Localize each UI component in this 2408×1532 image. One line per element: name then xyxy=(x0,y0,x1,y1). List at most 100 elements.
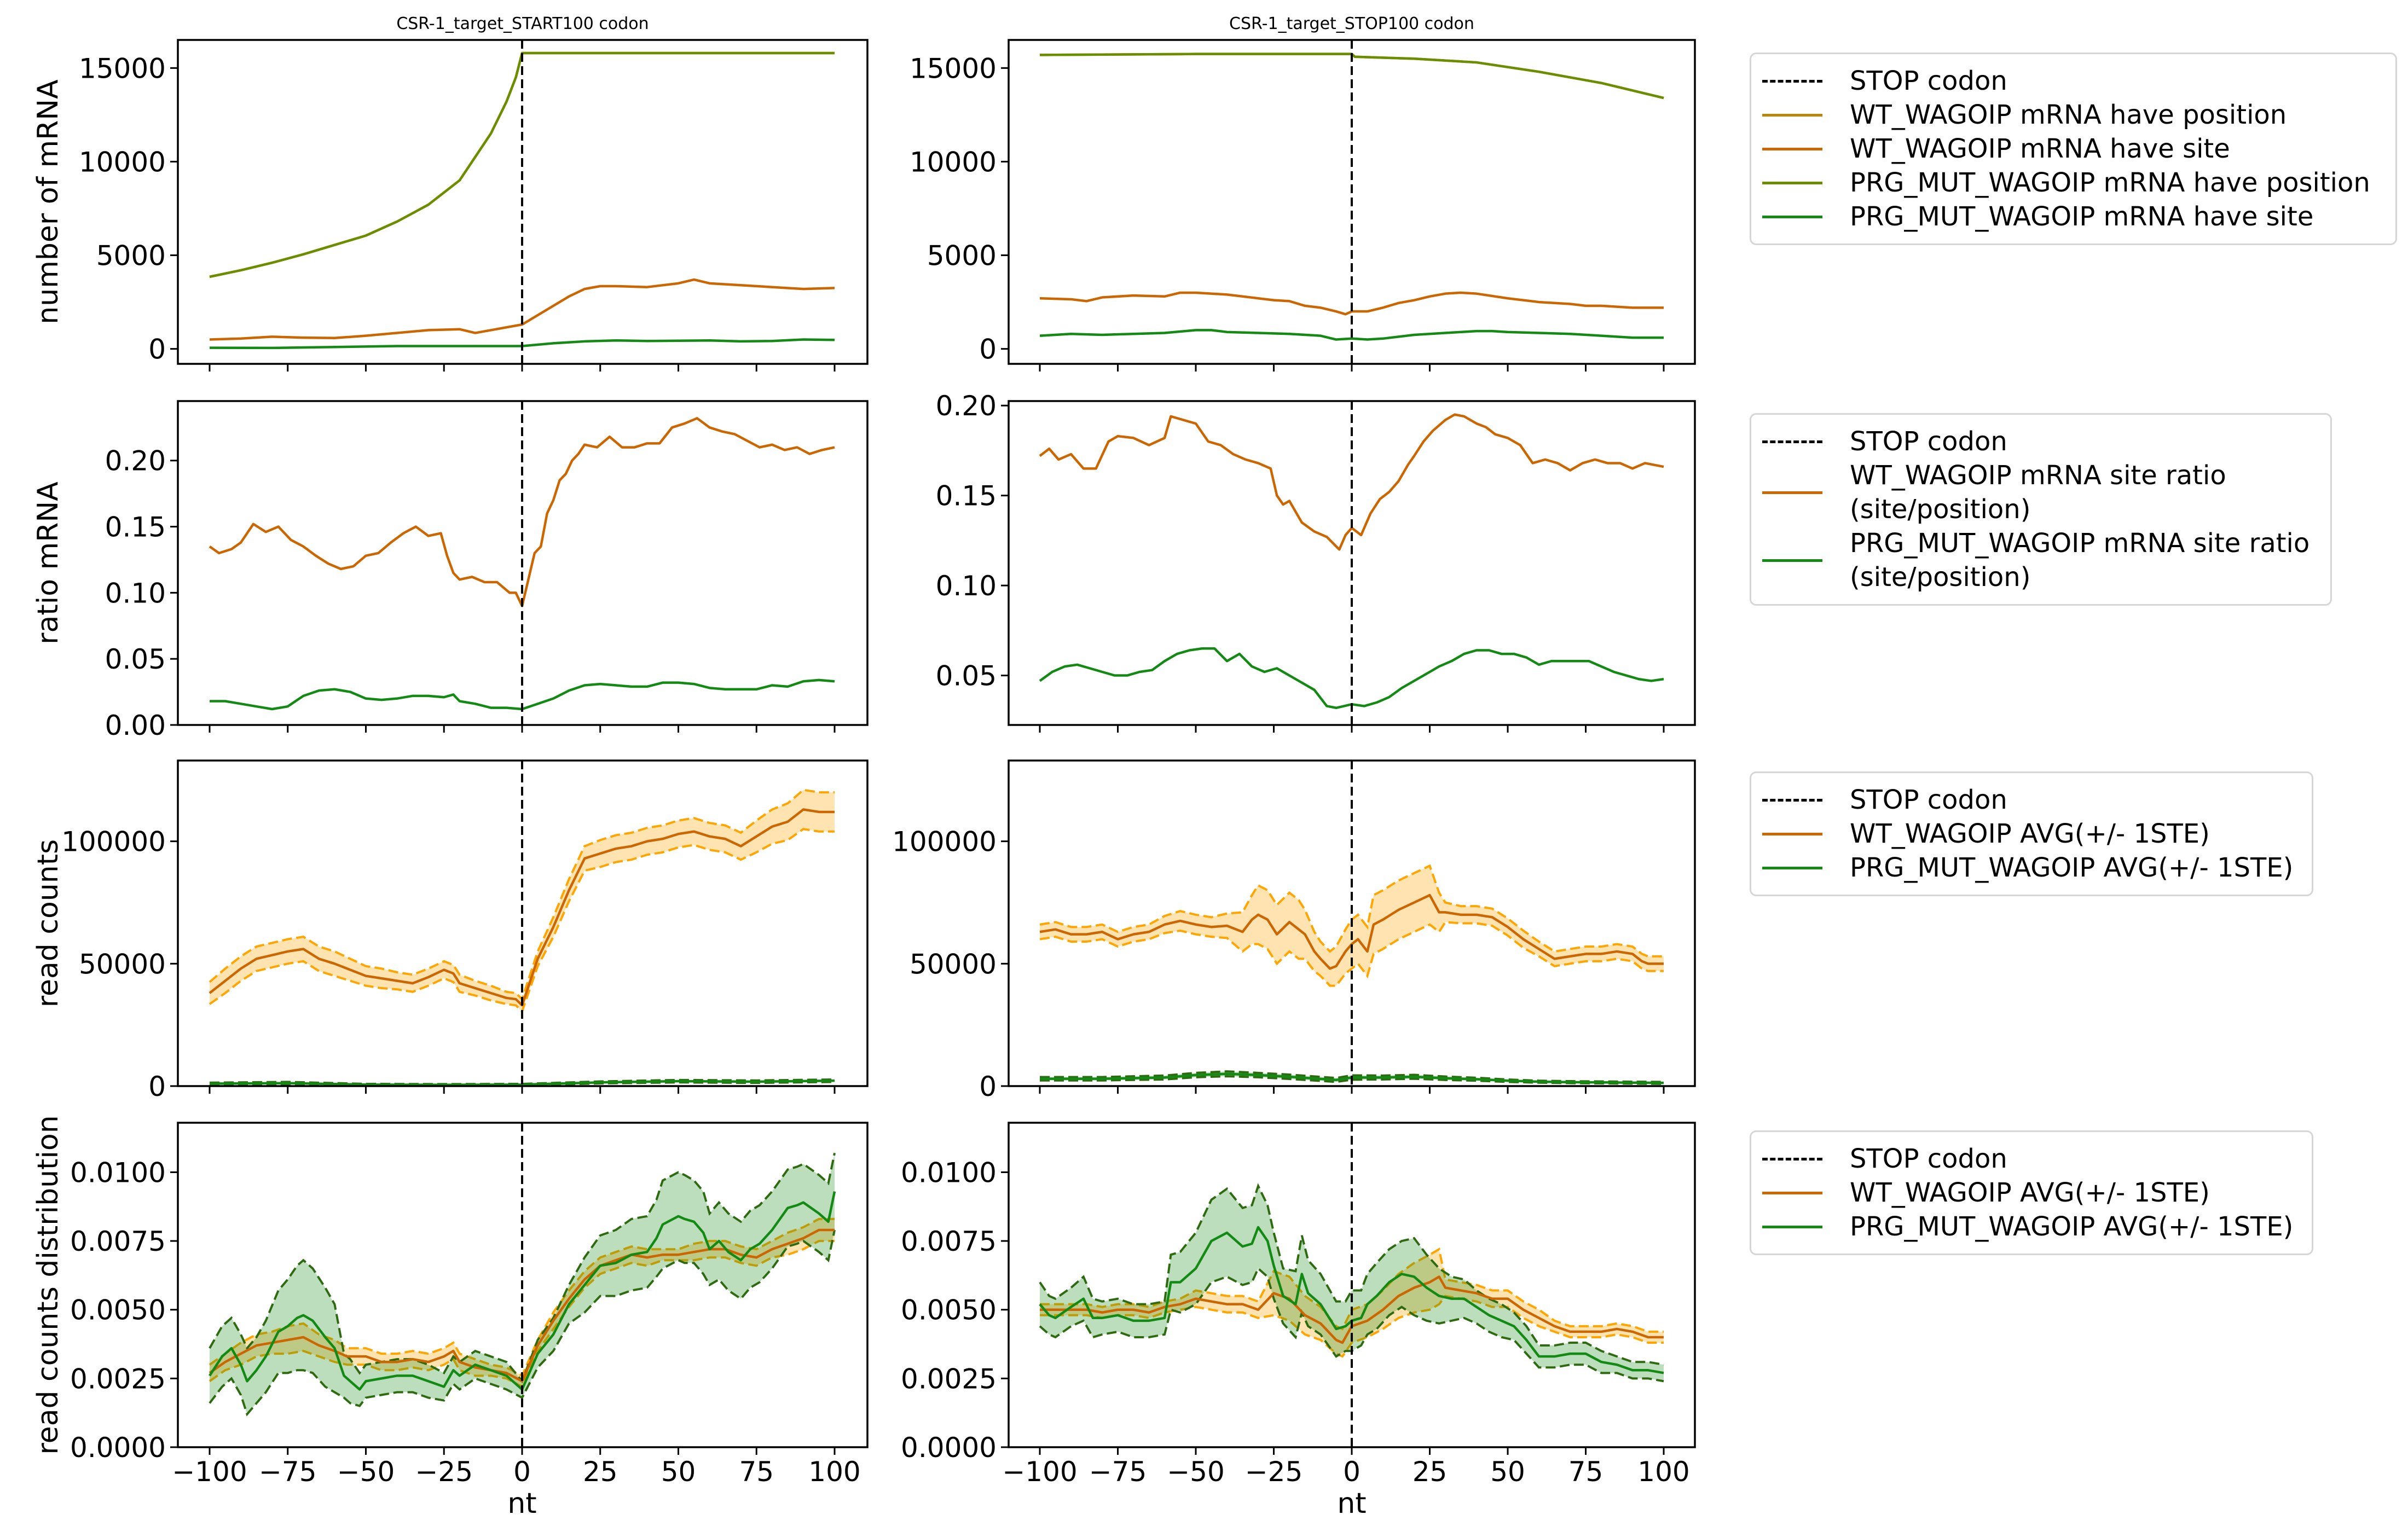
legend-label: PRG_MUT_WAGOIP mRNA have position xyxy=(1850,167,2370,198)
legend-label: STOP codon xyxy=(1850,785,2007,815)
y-tick-label: 100000 xyxy=(892,826,997,858)
legend-item: WT_WAGOIP mRNA site ratio (site/position… xyxy=(1762,459,2316,526)
y-tick-label: 0.0050 xyxy=(901,1295,997,1326)
series-line-1 xyxy=(210,678,835,711)
y-tick-label: 0.15 xyxy=(105,512,166,543)
legend-item: PRG_MUT_WAGOIP mRNA have site xyxy=(1762,200,2381,234)
x-tick-label: 25 xyxy=(1413,1456,1448,1488)
dashed-line-swatch-icon xyxy=(1762,79,1822,83)
error-band-upper-1 xyxy=(1039,1183,1664,1366)
y-tick-label: 0.15 xyxy=(936,480,997,512)
series-line-3 xyxy=(1039,329,1664,341)
legend-item: STOP codon xyxy=(1762,64,2381,98)
y-tick-label: 0.20 xyxy=(936,390,997,422)
x-tick-label: 100 xyxy=(1637,1456,1689,1488)
y-tick-label: 15000 xyxy=(79,53,166,84)
series-line-1 xyxy=(209,278,835,341)
line-swatch-icon xyxy=(1762,1225,1822,1228)
plot-area xyxy=(209,788,835,1086)
y-tick-label: 5000 xyxy=(927,240,997,272)
x-tick-label: −25 xyxy=(1245,1456,1303,1488)
legend-read-counts-distribution: STOP codon WT_WAGOIP AVG(+/- 1STE) PRG_MUT… xyxy=(1750,1130,2313,1255)
legend-label: STOP codon xyxy=(1850,1144,2007,1174)
panel-row2-right: 0.05 0.10 0.15 0.20 xyxy=(936,390,1696,733)
series-line-2 xyxy=(209,51,835,278)
panel-title: CSR-1_target_STOP100 codon xyxy=(1229,14,1474,33)
legend-item: WT_WAGOIP AVG(+/- 1STE) xyxy=(1762,817,2297,851)
error-band-upper-1 xyxy=(209,1152,836,1384)
dashed-line-swatch-icon xyxy=(1762,440,1822,443)
y-tick-label: 0.0100 xyxy=(70,1157,166,1188)
x-tick-label: −25 xyxy=(415,1456,473,1488)
y-tick-label: 0 xyxy=(148,334,166,365)
legend-ratio-mrna: STOP codon WT_WAGOIP mRNA site ratio (sit… xyxy=(1750,413,2332,606)
panel-row4-left: −100 −75 −50 −25 0 25 50 75 100 0.0000 0.0025 0.005… xyxy=(32,1115,869,1520)
y-tick-label: 10000 xyxy=(79,146,166,178)
y-tick-label: 0.0100 xyxy=(901,1157,997,1188)
legend-item: PRG_MUT_WAGOIP AVG(+/- 1STE) xyxy=(1762,1210,2297,1244)
y-tick-label: 0.05 xyxy=(105,643,166,675)
y-tick-label: 0.0050 xyxy=(70,1295,166,1326)
series-line-3 xyxy=(209,338,835,350)
y-axis-label: read counts xyxy=(32,839,65,1007)
x-tick-label: 100 xyxy=(808,1456,860,1488)
x-tick-label: −50 xyxy=(1167,1456,1225,1488)
panel-title: CSR-1_target_START100 codon xyxy=(396,14,649,33)
y-tick-label: 0.10 xyxy=(936,570,997,602)
legend-label: STOP codon xyxy=(1850,426,2007,457)
x-tick-label: −75 xyxy=(259,1456,317,1488)
panel-row3-right: 0 50000 100000 xyxy=(892,759,1696,1102)
x-tick-label: −100 xyxy=(172,1456,247,1488)
legend-label: WT_WAGOIP AVG(+/- 1STE) xyxy=(1850,819,2210,849)
legend-label: WT_WAGOIP mRNA have position xyxy=(1850,100,2287,130)
x-tick-label: 75 xyxy=(739,1456,774,1488)
panel-row1-right: 0 5000 10000 15000 CSR-1_target_STOP100 codo… xyxy=(910,14,1696,372)
y-tick-label: 5000 xyxy=(96,240,166,272)
legend-item: WT_WAGOIP mRNA have position xyxy=(1762,98,2381,132)
legend-label: WT_WAGOIP AVG(+/- 1STE) xyxy=(1850,1177,2210,1208)
error-band-upper-0 xyxy=(209,788,835,1001)
x-tick-label: 0 xyxy=(513,1456,531,1488)
y-axis-label: ratio mRNA xyxy=(32,481,65,645)
panel-row4-right: −100 −75 −50 −25 0 25 50 75 100 0.0000 0.0025 0.005… xyxy=(901,1122,1696,1520)
error-band-upper-0 xyxy=(1039,864,1664,958)
error-band-lower-0 xyxy=(1039,921,1664,987)
y-tick-label: 0 xyxy=(979,334,997,365)
error-band-lower-0 xyxy=(209,1240,835,1389)
line-swatch-icon xyxy=(1762,113,1822,117)
legend-item: WT_WAGOIP AVG(+/- 1STE) xyxy=(1762,1176,2297,1210)
x-axis-label: nt xyxy=(1337,1487,1366,1520)
y-tick-label: 0.05 xyxy=(936,660,997,692)
legend-item: PRG_MUT_WAGOIP AVG(+/- 1STE) xyxy=(1762,851,2297,885)
line-swatch-icon xyxy=(1762,559,1822,562)
x-axis-label: nt xyxy=(507,1487,536,1520)
error-band-lower-1 xyxy=(209,1229,836,1417)
error-band-lower-0 xyxy=(1040,1295,1664,1358)
legend-label: PRG_MUT_WAGOIP AVG(+/- 1STE) xyxy=(1850,852,2294,883)
legend-item: STOP codon xyxy=(1762,783,2297,817)
dashed-line-swatch-icon xyxy=(1762,798,1822,802)
series-line-0 xyxy=(1039,893,1664,970)
plot-area xyxy=(1039,53,1664,341)
plot-area xyxy=(209,1152,836,1417)
legend-label: STOP codon xyxy=(1850,66,2007,96)
series-line-0 xyxy=(1039,413,1664,551)
y-axis-label: number of mRNA xyxy=(32,79,65,324)
x-tick-label: −75 xyxy=(1089,1456,1147,1488)
x-tick-label: −50 xyxy=(337,1456,395,1488)
y-tick-label: 0.00 xyxy=(105,710,166,741)
x-tick-label: 0 xyxy=(1343,1456,1361,1488)
y-tick-label: 0.0025 xyxy=(901,1363,997,1395)
error-band-0 xyxy=(210,790,835,1012)
y-tick-label: 0.0025 xyxy=(70,1363,166,1395)
series-line-2 xyxy=(1039,53,1664,100)
panel-row1-left: 0 5000 10000 15000 CSR-1_target_START100 cod… xyxy=(32,14,869,372)
legend-label: WT_WAGOIP mRNA have site xyxy=(1850,134,2230,164)
line-swatch-icon xyxy=(1762,181,1822,184)
panel-row2-left: 0.00 0.05 0.10 0.15 0.20 ratio mRNA xyxy=(32,400,869,741)
line-swatch-icon xyxy=(1762,147,1822,150)
error-band-1 xyxy=(210,1153,835,1414)
plot-area xyxy=(209,51,835,350)
plot-area xyxy=(209,417,835,711)
